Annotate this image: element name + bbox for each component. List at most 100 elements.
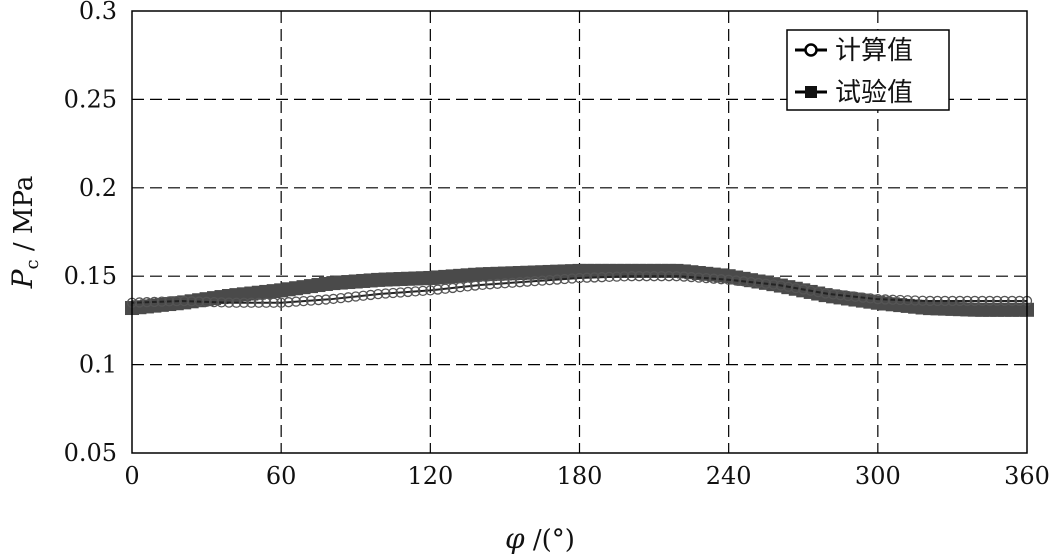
data-point-circle [954, 295, 966, 307]
data-point-circle [238, 297, 250, 308]
legend-item-experimental: 试验值 [795, 78, 913, 108]
data-point-circle [522, 276, 533, 287]
legend-item-calculated: 计算值 [795, 36, 913, 66]
legend-marker-square [805, 86, 817, 98]
data-point-circle [253, 297, 264, 308]
data-point-circle [358, 290, 369, 301]
data-point-circle [663, 271, 675, 282]
data-point-circle [276, 297, 287, 308]
data-point-circle [507, 277, 518, 288]
data-point-circle [529, 276, 540, 287]
data-point-circle [320, 294, 332, 305]
data-point-circle [962, 295, 973, 307]
data-point-circle [186, 296, 197, 307]
data-point-circle [380, 288, 391, 299]
data-point-circle [947, 295, 958, 307]
plot-frame [131, 10, 1028, 454]
data-point-circle [999, 295, 1010, 307]
data-point-circle [753, 277, 764, 289]
data-point-circle [365, 289, 376, 301]
x-tick-label: 240 [706, 462, 752, 490]
data-point-circle [149, 296, 160, 308]
data-point-circle [872, 294, 883, 305]
data-point-circle [193, 296, 205, 307]
data-point-circle [313, 294, 324, 306]
data-point-circle [887, 294, 898, 305]
data-point-circle [790, 282, 801, 294]
x-tick-labels: 0 60 120 180 240 300 360 [124, 462, 1049, 490]
data-point-circle [626, 271, 637, 282]
data-point-circle [992, 295, 1003, 307]
data-point-circle [783, 281, 794, 292]
data-point-circle [969, 295, 980, 307]
data-point-circle [141, 297, 153, 308]
x-tick-label: 360 [1004, 462, 1049, 490]
data-point-circle [231, 297, 242, 308]
data-point-circle [372, 288, 384, 300]
legend-label-experimental: 试验值 [835, 78, 913, 108]
data-point-circle [469, 280, 481, 291]
data-point-circle [440, 283, 451, 294]
data-point-circle [902, 295, 913, 306]
data-point-circle [462, 281, 473, 292]
data-point-circle [216, 297, 227, 308]
data-point-circle [716, 274, 727, 285]
data-point-circle [134, 297, 145, 308]
data-point-circle [768, 279, 779, 290]
data-point-circle [559, 273, 570, 285]
data-point-circle [477, 279, 488, 291]
data-point-circle [648, 271, 660, 282]
data-point-circle [842, 290, 854, 302]
data-point-circle [350, 291, 361, 302]
data-point-circle [760, 278, 772, 289]
y-tick-label: 0.05 [64, 439, 117, 467]
data-point-circle [738, 276, 749, 287]
data-point-circle [730, 275, 742, 286]
data-point-circle [343, 292, 354, 303]
data-point-circle [619, 271, 630, 282]
data-point-circle [544, 274, 555, 286]
y-tick-label: 0.15 [64, 262, 117, 290]
data-point-circle [820, 288, 831, 299]
data-point-circle [604, 271, 615, 283]
data-point-circle [156, 296, 167, 307]
data-point-circle [1014, 295, 1025, 307]
data-point-circle [283, 297, 294, 308]
data-point-circle [865, 293, 876, 304]
data-point-circle [932, 295, 943, 307]
data-point-circle [775, 280, 787, 291]
data-point-circle [813, 286, 824, 298]
data-point-circle [693, 272, 704, 283]
y-tick-labels: 0.05 0.1 0.15 0.2 0.25 0.3 [64, 0, 117, 467]
x-tick-label: 0 [124, 462, 139, 490]
y-tick-label: 0.25 [64, 85, 117, 113]
data-point-circle [246, 297, 257, 308]
data-point-circle [880, 294, 891, 305]
data-point-circle [917, 295, 928, 306]
data-point-circle [835, 290, 846, 301]
data-point-circle [857, 292, 869, 303]
data-point-circle [514, 277, 525, 288]
data-point-circle [537, 275, 548, 286]
data-point-circle [984, 295, 995, 307]
legend-label-calculated: 计算值 [835, 36, 913, 66]
data-point-circle [402, 286, 414, 298]
data-point-circle [574, 272, 585, 284]
data-point-circle [581, 272, 593, 283]
data-point-circle [387, 287, 399, 299]
data-point-circle [1006, 295, 1018, 307]
series-calculated [126, 271, 1033, 308]
data-point-circle [298, 295, 309, 307]
data-point-circle [499, 278, 511, 289]
data-point-circle [290, 296, 302, 307]
data-point-circle [410, 286, 421, 297]
x-axis-label: φ /(°) [505, 522, 575, 555]
data-point-circle [723, 274, 734, 285]
data-point-circle [641, 271, 652, 282]
data-point-circle [656, 271, 667, 282]
y-tick-label: 0.3 [79, 0, 117, 25]
data-point-circle [328, 293, 339, 305]
data-point-circle [827, 289, 839, 300]
data-point-circle [850, 291, 861, 302]
data-point-circle [745, 276, 757, 288]
